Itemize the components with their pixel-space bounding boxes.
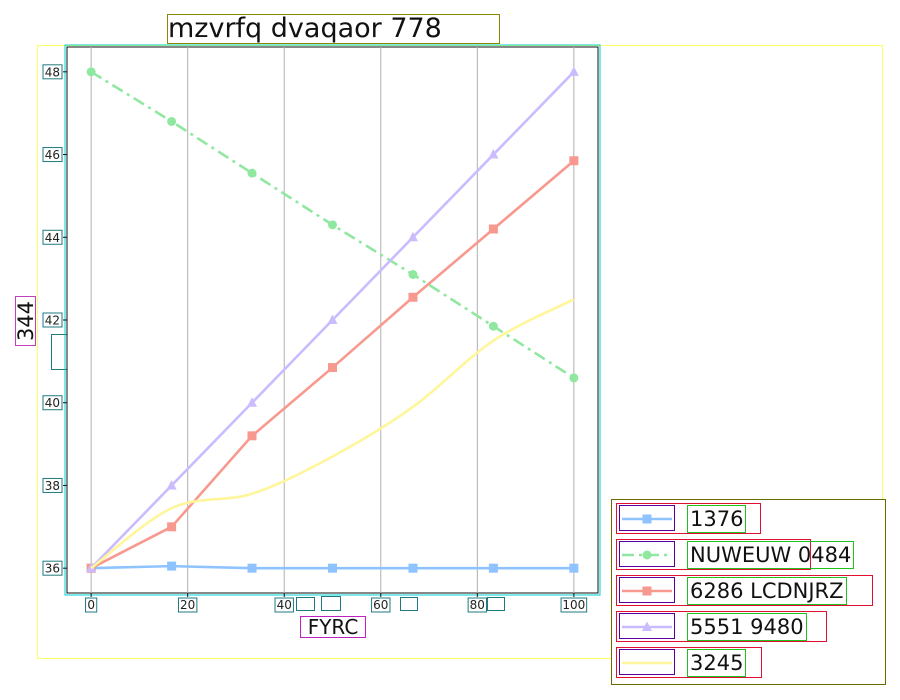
data-point [247,431,257,441]
y-tick-label: 42 [45,314,60,328]
data-point [327,314,338,324]
data-point [408,270,418,279]
y-tick-label: 36 [45,562,60,576]
data-point [167,561,177,571]
x-tick-label-box [177,597,198,613]
legend-label: 5551 9480 [687,613,807,641]
legend-label: 6286 LCDNJRZ [687,577,847,605]
legend-item-outline [616,539,811,570]
data-point [488,224,498,234]
x-tick-label: 60 [373,598,388,612]
data-point [408,563,418,573]
series-line [90,298,575,570]
legend-swatch [619,613,675,639]
legend-swatch-marker [642,621,652,631]
annotation-box [400,597,418,611]
data-point [569,563,579,573]
legend-swatch-marker [642,586,652,596]
x-tick-label: 40 [277,598,292,612]
legend-item-outline [616,611,827,642]
legend-item: 3245 [616,646,882,678]
data-point [166,479,177,490]
series-4 [86,66,579,573]
data-point [328,220,337,230]
legend-item: NUWEUW 0484 [616,538,882,570]
data-point [569,373,579,383]
legend-label: NUWEUW 0484 [687,541,855,569]
data-point [167,116,177,126]
legend-swatch [619,505,675,531]
data-point [328,363,337,373]
y-tick-label-box [42,477,63,493]
series-5 [90,298,575,570]
data-point [488,563,498,573]
y-tick-label: 44 [45,231,60,245]
legend-swatch [619,577,675,603]
x-tick-label: 100 [562,598,585,612]
x-tick-label-box [467,597,488,613]
legend-item: 1376 [616,502,882,534]
y-tick-label-box [42,64,63,80]
y-tick-label: 40 [45,396,60,410]
legend-swatch-graphic [622,661,672,665]
data-point [247,563,257,573]
legend-swatch-marker [642,514,652,524]
x-axis-label: FYRC [300,616,366,638]
x-tick-label: 80 [470,598,485,612]
x-tick-label-box [274,597,294,613]
chart-title: mzvrfq dvaqaor 778 [167,14,500,44]
legend-item: 6286 LCDNJRZ [616,574,882,606]
data-point [488,149,499,159]
y-tick-label-box [42,229,63,245]
data-point [407,231,418,242]
legend-item-outline [616,503,761,534]
y-tick-label-box [42,395,63,411]
x-tick-label-box [560,597,588,613]
y-tick-label: 48 [45,65,60,79]
annotation-box [321,596,341,611]
legend-swatch-graphic [622,514,672,524]
legend-label: 3245 [687,649,747,677]
annotation-box [296,597,315,611]
data-point [247,168,257,178]
y-tick-label-box [42,147,63,163]
legend-item-outline [616,575,873,606]
annotation-box [487,597,505,611]
legend-item: 5551 9480 [616,610,882,642]
x-tick-label-box [371,597,391,613]
y-tick-label: 46 [45,148,60,162]
legend-swatch-marker [642,550,652,560]
legend-label: 1376 [687,505,747,533]
legend-swatch [619,649,675,675]
x-tick-label-box [85,597,98,613]
legend-swatch-graphic [622,621,672,631]
x-tick-label: 0 [87,598,95,612]
series-1 [86,561,579,573]
y-tick-label: 38 [45,479,60,493]
x-tick-label: 20 [180,598,195,612]
data-point [569,156,579,166]
data-point [328,563,337,573]
legend-item-outline [616,647,762,678]
legend-swatch [619,541,675,567]
data-point [247,397,258,407]
chart-legend: 1376 NUWEUW 0484 6286 LCDNJRZ 5551 9480 3245 [611,499,886,685]
data-point [167,522,177,532]
series-2 [86,67,579,383]
data-point [568,66,579,76]
legend-swatch-graphic [622,550,672,560]
y-tick-label-box [42,560,63,576]
y-axis-label: 344 [14,296,38,346]
y-tick-label-box [42,312,63,328]
data-point [408,292,418,302]
legend-swatch-graphic [622,586,672,596]
data-point [488,321,498,331]
data-point [86,67,96,77]
